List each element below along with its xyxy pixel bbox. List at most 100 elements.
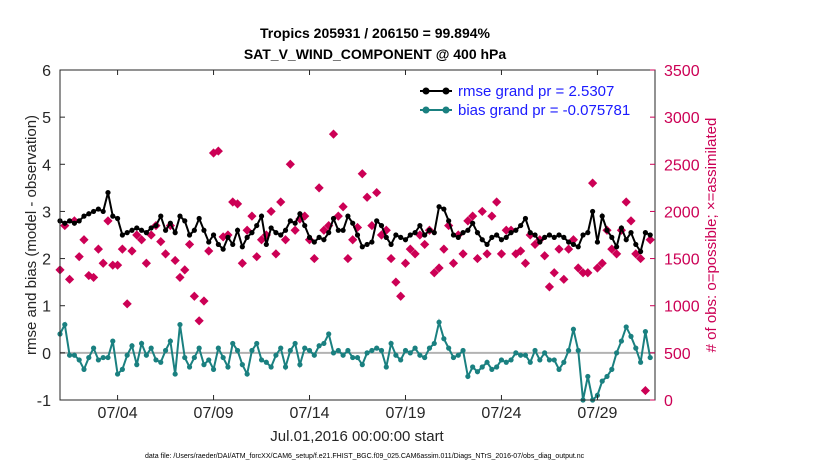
obs-count-marker [362, 192, 372, 202]
rmse-point [268, 225, 274, 231]
obs-count-marker [285, 159, 295, 169]
obs-count-marker [458, 249, 468, 259]
bias-point [230, 340, 236, 347]
rmse-point [590, 208, 596, 215]
rmse-point [287, 218, 293, 224]
rmse-point [110, 213, 116, 219]
rmse-point [537, 239, 543, 245]
y-left-tick-label: 0 [42, 346, 51, 363]
bias-point [244, 371, 250, 377]
obs-count-marker [79, 235, 89, 245]
rmse-point [599, 213, 605, 219]
rmse-point [196, 215, 202, 222]
bias-point [254, 340, 260, 347]
obs-count-marker [98, 258, 108, 268]
rmse-point [100, 208, 106, 215]
legend-bias-marker-2 [442, 106, 450, 114]
obs-count-marker [132, 230, 142, 240]
legend-box [406, 78, 646, 122]
bias-point [614, 350, 620, 356]
rmse-point [71, 220, 77, 226]
obs-count-marker [477, 206, 487, 217]
bias-point [311, 352, 317, 358]
obs-count-marker [74, 252, 84, 262]
footer-data-file: data file: /Users/raeder/DAI/ATM_forcXX/… [145, 453, 585, 460]
bias-point [340, 352, 346, 358]
obs-count-marker [554, 244, 564, 254]
bias-point [446, 345, 452, 351]
rmse-point [542, 234, 548, 240]
obs-count-marker [420, 239, 430, 250]
rmse-point [350, 220, 356, 226]
obs-count-marker [180, 265, 190, 275]
bias-point [114, 371, 121, 377]
bias-point [119, 366, 125, 372]
bias-point [489, 366, 495, 372]
rmse-point [561, 234, 567, 240]
obs-count-marker [117, 244, 127, 254]
bias-point [460, 347, 466, 354]
rmse-point [426, 227, 433, 233]
bias-point [359, 362, 365, 368]
bias-series-group [57, 318, 653, 403]
rmse-point [431, 230, 437, 236]
rmse-point [306, 234, 313, 240]
bias-point [393, 352, 399, 358]
bias-point [177, 321, 183, 328]
rmse-point [119, 232, 125, 238]
rmse-point [206, 239, 212, 245]
obs-count-marker [468, 211, 478, 221]
bias-point [220, 354, 226, 361]
rmse-point [422, 232, 428, 238]
legend-rmse-label: rmse grand pr = 2.5307 [458, 83, 614, 100]
rmse-point [234, 227, 241, 233]
x-tick-label: 07/04 [98, 405, 138, 422]
obs-count-marker [482, 249, 492, 259]
obs-count-marker [199, 296, 209, 306]
bias-point [484, 359, 490, 365]
bias-point [479, 364, 485, 370]
bias-point [474, 369, 481, 375]
obs-count-marker [496, 249, 507, 259]
y-left-tick-label: -1 [37, 393, 51, 410]
rmse-point [441, 206, 447, 212]
bias-point [278, 345, 284, 351]
rmse-point [513, 227, 519, 233]
y-left-ticks-group: -1 0 1 2 3 4 5 6 [37, 63, 65, 410]
bias-point [570, 326, 577, 332]
rmse-point [302, 222, 308, 229]
bias-point [623, 324, 629, 330]
obs-count-marker [444, 220, 454, 231]
bias-point [234, 347, 241, 354]
obs-count-marker [93, 244, 103, 254]
bias-point [62, 321, 68, 328]
rmse-point [494, 232, 500, 238]
bias-point [239, 362, 245, 368]
rmse-point [474, 230, 481, 236]
obs-count-marker [636, 253, 646, 264]
bias-point [354, 354, 361, 361]
obs-count-marker [213, 146, 223, 156]
bias-point [494, 364, 500, 370]
obs-count-marker [290, 225, 300, 235]
rmse-point [311, 239, 317, 245]
rmse-point [508, 230, 514, 236]
obs-count-marker [564, 244, 574, 254]
bias-point [330, 350, 337, 356]
rmse-point [604, 227, 610, 233]
obs-count-marker [583, 268, 593, 278]
bias-point [628, 333, 634, 339]
bias-point [335, 347, 341, 354]
rmse-point [580, 232, 586, 238]
bias-point [542, 350, 548, 356]
rmse-point [134, 225, 140, 231]
bias-point [66, 352, 73, 358]
rmse-point [167, 220, 173, 226]
bias-point [599, 378, 605, 384]
legend-bias-label: bias grand pr = -0.075781 [458, 102, 630, 119]
obs-count-marker [549, 268, 559, 278]
rmse-point [585, 230, 591, 236]
rmse-point [402, 237, 409, 243]
rmse-point [522, 215, 529, 222]
